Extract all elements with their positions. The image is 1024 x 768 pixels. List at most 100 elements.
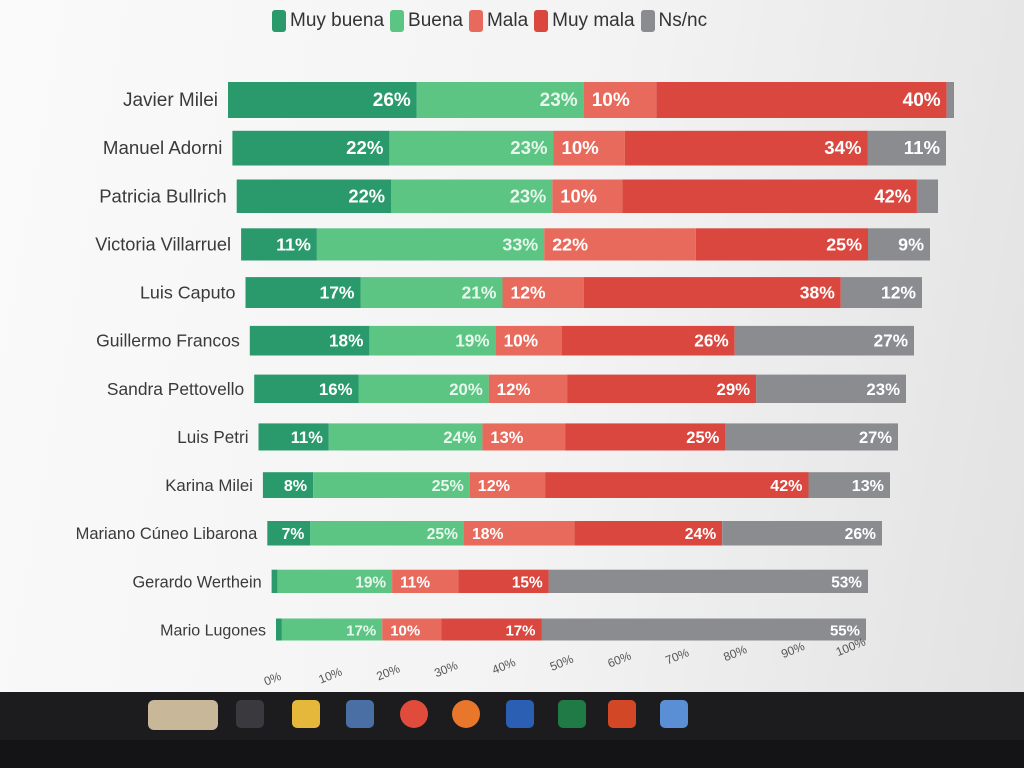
data-label: 24% — [685, 526, 716, 543]
powerpoint-icon[interactable] — [608, 700, 636, 728]
bar-segment — [328, 423, 483, 451]
bar-segment — [245, 277, 361, 308]
data-label: 10% — [562, 137, 600, 158]
bar-row: Javier Milei 26% 23% 10% 40% — [123, 82, 954, 118]
bar-segment — [917, 179, 938, 213]
category-label: Guillermo Francos — [96, 331, 240, 351]
bar-segment — [622, 179, 917, 213]
bar-segment — [488, 374, 567, 403]
bar-segment — [228, 82, 417, 118]
category-label: Mariano Cúneo Libarona — [76, 525, 258, 543]
bar-segment — [369, 325, 496, 356]
bar-segment — [840, 277, 922, 308]
data-label: 8% — [284, 477, 307, 495]
legend-item-1[interactable]: Buena — [390, 10, 463, 32]
bar-segment — [241, 228, 317, 261]
bar-segment — [262, 472, 314, 498]
legend-label: Muy buena — [290, 10, 385, 31]
data-label: 11% — [904, 137, 941, 158]
data-label: 23% — [540, 90, 578, 111]
data-label: 42% — [770, 477, 802, 495]
bar-segment — [360, 277, 503, 308]
bar-segment — [656, 82, 947, 118]
legend-item-0[interactable]: Muy buena — [272, 10, 384, 32]
data-label: 24% — [443, 429, 476, 447]
photos-icon[interactable] — [660, 700, 688, 728]
bar-segment — [495, 325, 562, 356]
data-label: 22% — [348, 185, 385, 206]
data-label: 25% — [427, 526, 458, 543]
stacked-bar-chart: Javier Milei 26% 23% 10% 40% Manuel Adorni 22%… — [76, 82, 954, 689]
bar-segment — [544, 228, 696, 261]
bar-segment — [313, 472, 470, 498]
bar-segment — [276, 618, 282, 641]
x-tick-label: 0% — [262, 669, 284, 689]
bar-segment — [583, 82, 657, 118]
data-label: 25% — [432, 477, 464, 495]
data-label: 19% — [455, 331, 489, 351]
legend-label: Buena — [408, 10, 463, 31]
bar-segment — [574, 521, 723, 546]
data-label: 11% — [400, 574, 430, 591]
bar-segment — [541, 618, 866, 641]
category-label: Karina Milei — [165, 476, 253, 495]
data-label: 23% — [510, 185, 547, 206]
data-label: 12% — [881, 283, 916, 303]
data-label: 23% — [866, 380, 900, 399]
windows-taskbar — [0, 692, 1024, 740]
bar-row: Patricia Bullrich 22% 23% 10% 42% — [99, 179, 938, 213]
firefox-icon[interactable] — [452, 700, 480, 728]
legend-label: Ns/nc — [658, 10, 708, 31]
data-label: 19% — [355, 574, 386, 591]
data-label: 7% — [282, 526, 305, 543]
word-icon[interactable] — [506, 700, 534, 728]
x-tick-label: 80% — [721, 642, 749, 664]
data-label: 38% — [800, 283, 835, 303]
data-label: 26% — [694, 331, 728, 351]
category-label: Gerardo Werthein — [133, 573, 262, 591]
legend-item-4[interactable]: Ns/nc — [640, 10, 708, 32]
data-label: 25% — [686, 429, 719, 447]
category-label: Victoria Villarruel — [95, 234, 231, 254]
data-label: 34% — [824, 137, 862, 158]
bar-segment — [722, 521, 882, 546]
mascot-app-icon[interactable] — [346, 700, 374, 728]
category-label: Mario Lugones — [160, 623, 266, 640]
legend-item-2[interactable]: Mala — [468, 10, 528, 32]
bar-segment — [502, 277, 584, 308]
data-label: 42% — [874, 185, 911, 206]
excel-icon[interactable] — [558, 700, 586, 728]
chrome-icon[interactable] — [400, 700, 428, 728]
data-label: 26% — [845, 526, 876, 543]
data-label: 40% — [903, 90, 941, 111]
bar-segment — [624, 130, 868, 166]
bar-segment — [725, 423, 898, 451]
bar-segment — [310, 521, 464, 546]
bar-segment — [236, 179, 391, 213]
category-label: Patricia Bullrich — [99, 185, 227, 206]
widgets-icon[interactable] — [148, 700, 218, 730]
bar-segment — [441, 618, 542, 641]
bar-segment — [552, 179, 623, 213]
x-tick-label: 50% — [548, 652, 576, 674]
bar-segment — [416, 82, 584, 118]
bar-segment — [392, 569, 459, 593]
bar-segment — [254, 374, 359, 403]
bar-row: Gerardo Werthein 19% 11% 15% 53% — [133, 569, 868, 593]
legend-item-3[interactable]: Muy mala — [534, 10, 635, 32]
legend-swatch — [640, 10, 655, 32]
file-explorer-icon[interactable] — [292, 700, 320, 728]
data-label: 18% — [329, 331, 363, 351]
bar-row: Guillermo Francos 18% 19% 10% 26% 27% — [96, 325, 914, 356]
data-label: 16% — [319, 380, 353, 399]
data-label: 27% — [859, 429, 892, 447]
bar-segment — [382, 618, 442, 641]
category-label: Sandra Pettovello — [107, 379, 244, 399]
bar-segment — [548, 569, 868, 593]
x-tick-label: 30% — [432, 658, 460, 680]
x-tick-label: 40% — [490, 655, 518, 677]
task-view-icon[interactable] — [236, 700, 264, 728]
bar-segment — [469, 472, 546, 498]
bar-segment — [808, 472, 890, 498]
bar-segment — [545, 472, 809, 498]
